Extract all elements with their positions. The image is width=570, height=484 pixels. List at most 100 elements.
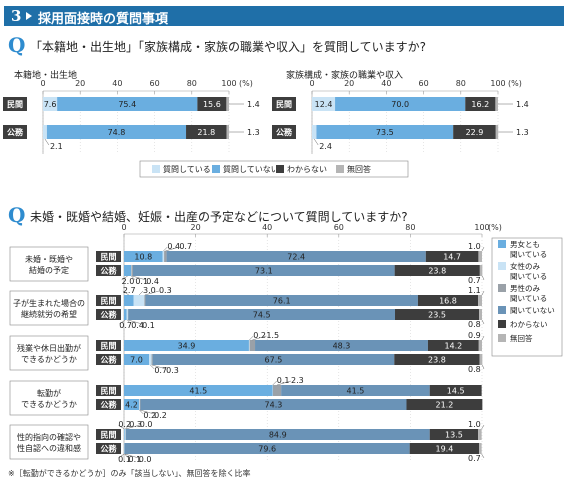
x-tick-label: (%) bbox=[508, 79, 522, 88]
question-2: 未婚・既婚や結婚、妊娠・出産の予定などについて質問していますか? bbox=[30, 210, 408, 224]
legend-swatch bbox=[152, 165, 160, 173]
legend-label: 聞いている bbox=[510, 250, 547, 259]
leader-line bbox=[122, 290, 129, 296]
leader-line bbox=[481, 424, 485, 430]
data-label: 4.2 bbox=[125, 401, 138, 410]
group-label-box bbox=[9, 246, 89, 282]
leader-line bbox=[119, 319, 126, 325]
data-label: 0.3 bbox=[129, 420, 142, 429]
bar-segment bbox=[255, 340, 428, 351]
bar-segment bbox=[43, 97, 58, 111]
bar-segment bbox=[162, 251, 165, 262]
category-label: 民間 bbox=[101, 387, 117, 396]
leader-line bbox=[272, 380, 277, 386]
bar-segment bbox=[124, 399, 140, 410]
x-tick-label: 80 bbox=[187, 79, 197, 88]
category-label: 公務 bbox=[101, 444, 118, 454]
category-badge bbox=[96, 265, 121, 276]
leader-line bbox=[481, 290, 485, 296]
category-badge bbox=[96, 399, 121, 410]
group-label-box bbox=[9, 380, 89, 416]
data-label: 1.0 bbox=[468, 242, 481, 251]
data-label: 2.1 bbox=[50, 142, 63, 151]
leader-line bbox=[150, 364, 155, 370]
category-label: 公務 bbox=[7, 127, 24, 137]
category-badge bbox=[96, 354, 121, 365]
data-label: 16.8 bbox=[439, 297, 457, 306]
category-label: 公務 bbox=[101, 310, 118, 320]
data-label: 14.5 bbox=[447, 387, 465, 396]
bar-segment bbox=[478, 251, 482, 262]
leader-line bbox=[249, 335, 254, 341]
bar-segment bbox=[465, 97, 496, 111]
data-label: 0.4 bbox=[146, 277, 159, 286]
data-label: 74.5 bbox=[253, 311, 271, 320]
bar-segment bbox=[124, 251, 163, 262]
data-label: 0.7 bbox=[468, 276, 481, 285]
data-label: 1.3 bbox=[516, 128, 529, 137]
leader-line bbox=[165, 246, 180, 252]
legend-swatch bbox=[498, 306, 506, 314]
category-label: 民間 bbox=[101, 297, 117, 306]
category-label: 民間 bbox=[101, 342, 117, 351]
bar-segment bbox=[164, 251, 167, 262]
bar-segment bbox=[152, 354, 395, 365]
data-label: 0.2 bbox=[253, 331, 266, 340]
bar-segment bbox=[479, 309, 482, 320]
category-badge bbox=[272, 97, 296, 111]
leader-line bbox=[121, 275, 128, 281]
bar-segment bbox=[151, 354, 153, 365]
bar-segment bbox=[429, 429, 479, 440]
data-label: 1.1 bbox=[468, 286, 481, 295]
bar-segment bbox=[124, 295, 134, 306]
category-badge bbox=[96, 251, 121, 262]
x-tick-label: 20 bbox=[344, 79, 354, 88]
bar-segment bbox=[425, 251, 479, 262]
legend-swatch bbox=[498, 284, 506, 292]
data-label: 0.7 bbox=[119, 321, 132, 330]
group-label-line: 残業や休日出勤が bbox=[17, 343, 81, 353]
data-label: 0.2 bbox=[118, 420, 131, 429]
category-label: 公務 bbox=[101, 400, 118, 410]
group-label-line: 子が生まれた場合の bbox=[13, 298, 85, 308]
data-label: 23.5 bbox=[428, 311, 446, 320]
chart-1-title: 本籍地・出生地 bbox=[14, 71, 78, 81]
data-label: 16.2 bbox=[471, 100, 489, 109]
bar-segment bbox=[409, 443, 480, 454]
data-label: 0.7 bbox=[179, 242, 192, 251]
data-label: 21.8 bbox=[197, 128, 215, 137]
legend-swatch bbox=[498, 262, 506, 270]
leader-line bbox=[124, 453, 129, 459]
data-label: 0.2 bbox=[143, 411, 156, 420]
data-label: 76.1 bbox=[273, 297, 291, 306]
data-label: 70.0 bbox=[391, 100, 409, 109]
leader-line bbox=[144, 290, 160, 296]
section-title: 採用面接時の質問事項 bbox=[38, 12, 169, 27]
category-badge bbox=[3, 125, 27, 139]
bar-segment bbox=[197, 97, 227, 111]
legend-label: 無回答 bbox=[347, 164, 371, 174]
data-label: 0.2 bbox=[154, 411, 167, 420]
bar-segment bbox=[132, 265, 395, 276]
leader-line bbox=[127, 319, 132, 325]
leader-line bbox=[124, 453, 139, 459]
data-label: 0.7 bbox=[154, 366, 167, 375]
bar-segment bbox=[495, 125, 499, 139]
bar-segment bbox=[124, 265, 132, 276]
legend-swatch bbox=[212, 165, 220, 173]
bar-segment bbox=[478, 340, 482, 351]
data-label: 0.7 bbox=[468, 454, 481, 463]
data-label: 1.4 bbox=[247, 100, 260, 109]
bar-segment bbox=[312, 125, 317, 139]
data-label: 0.4 bbox=[167, 242, 180, 251]
data-label: 79.6 bbox=[258, 445, 276, 454]
x-tick-label: 100 bbox=[221, 79, 236, 88]
category-label: 公務 bbox=[276, 127, 293, 137]
data-label: 22.9 bbox=[466, 128, 484, 137]
data-label: 0.3 bbox=[166, 366, 179, 375]
leader-line bbox=[131, 275, 136, 281]
data-label: 10.8 bbox=[134, 253, 152, 262]
category-badge bbox=[96, 385, 121, 396]
group-label-line: できるかどうか bbox=[21, 355, 77, 364]
